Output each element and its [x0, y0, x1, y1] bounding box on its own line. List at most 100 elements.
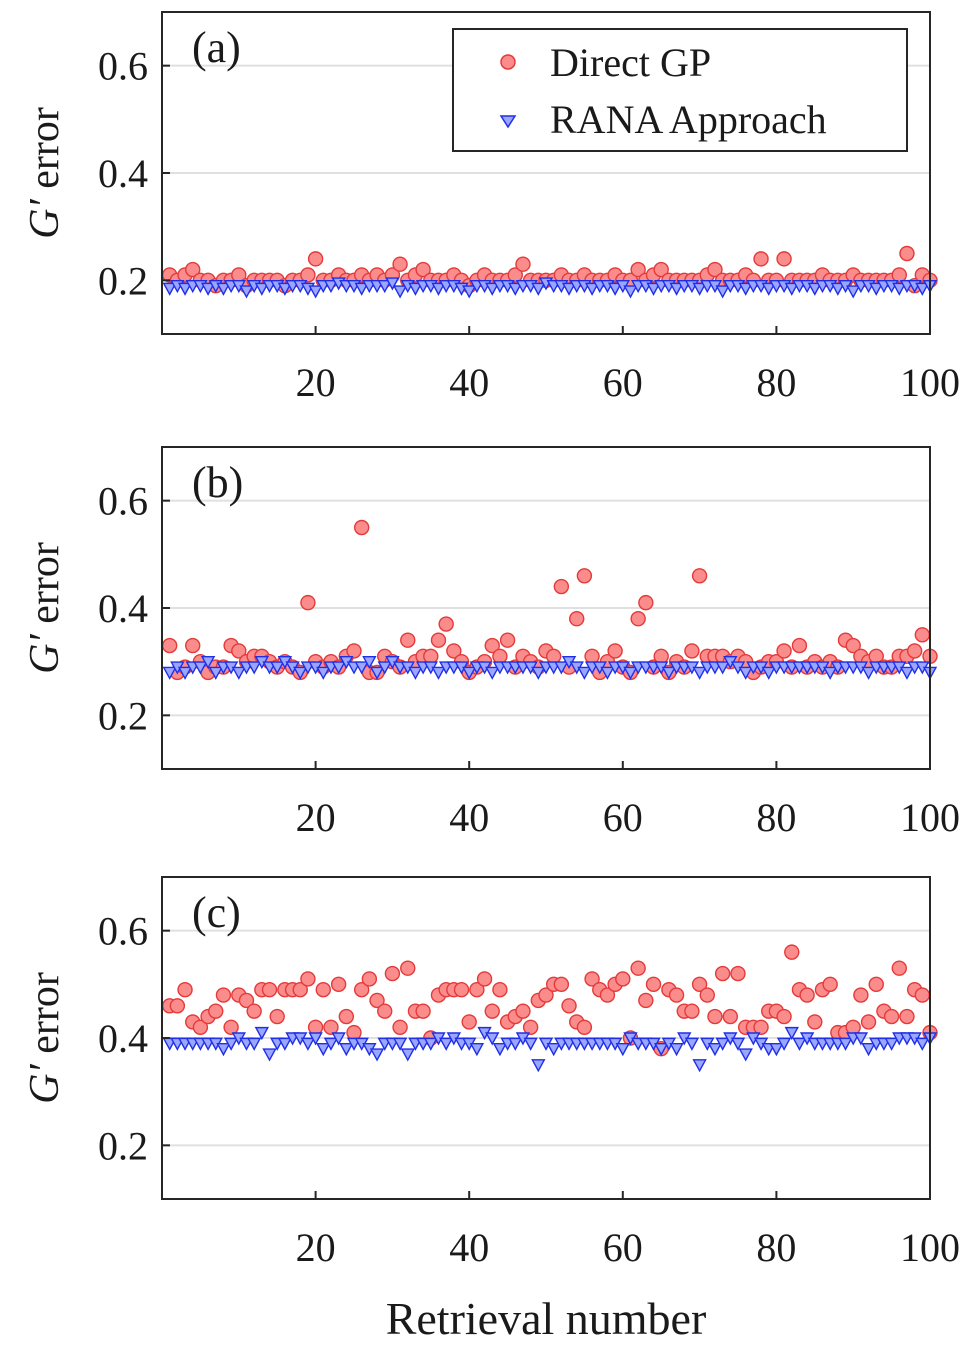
direct-gp-point-c — [853, 987, 869, 1003]
rana-point-b — [600, 666, 615, 680]
rana-point-a — [869, 282, 884, 296]
direct-gp-point-b — [161, 637, 178, 654]
rana-point-a — [738, 282, 753, 296]
direct-gp-point-b — [845, 637, 861, 654]
panel-c: 20 40 60 80 100 0.2 0.4 0.6 G′ error (c) — [22, 876, 960, 1270]
direct-gp-point-c — [307, 1019, 324, 1035]
rana-point-a — [761, 282, 776, 296]
rana-point-c — [369, 1048, 385, 1062]
rana-point-a — [623, 285, 638, 299]
rana-point-a — [607, 282, 623, 296]
direct-gp-point-c — [323, 1019, 339, 1035]
direct-gp-point-b — [576, 568, 593, 584]
rana-point-a — [531, 282, 546, 296]
rana-point-c — [730, 1037, 746, 1051]
direct-gp-point-c — [238, 992, 255, 1009]
x-tick-label-c: 80 — [756, 1225, 796, 1270]
x-tick-label-a: 40 — [449, 360, 489, 405]
y-tick-label-b: 0.4 — [98, 586, 148, 631]
direct-gp-point-b — [569, 611, 585, 627]
direct-gp-point-c — [522, 1019, 539, 1035]
direct-gp-point-b — [691, 568, 708, 584]
direct-gp-point-b — [553, 578, 570, 595]
direct-gp-point-c — [215, 987, 232, 1003]
rana-point-c — [331, 1032, 346, 1046]
rana-point-c — [915, 1037, 930, 1051]
y-tick-label-c: 0.2 — [98, 1123, 148, 1168]
x-tick-label-b: 60 — [603, 795, 643, 840]
direct-gp-point-a — [630, 261, 646, 278]
rana-point-b — [715, 661, 730, 675]
rana-point-c — [485, 1032, 500, 1046]
rana-point-a — [485, 282, 500, 296]
direct-gp-point-c — [753, 1019, 769, 1035]
direct-gp-point-c — [776, 1008, 792, 1025]
direct-gp-point-c — [292, 982, 308, 998]
direct-gp-point-b — [353, 519, 370, 536]
direct-gp-point-c — [400, 960, 416, 976]
rana-point-c — [838, 1037, 853, 1051]
direct-gp-point-b — [914, 627, 931, 643]
y-tick-label-a: 0.4 — [98, 151, 148, 196]
rana-point-c — [323, 1037, 339, 1051]
direct-gp-point-b — [346, 643, 362, 659]
rana-point-a — [715, 285, 730, 299]
rana-point-b — [331, 661, 346, 675]
x-tick-label-b: 40 — [449, 795, 489, 840]
direct-gp-point-a — [776, 251, 792, 267]
rana-point-b — [577, 666, 592, 680]
direct-gp-point-c — [392, 1019, 408, 1035]
legend-rana-marker — [499, 115, 517, 129]
panel-label-a: (a) — [192, 23, 241, 72]
x-tick-label-a: 60 — [603, 360, 643, 405]
rana-point-c — [654, 1043, 669, 1057]
rana-point-c — [277, 1037, 293, 1051]
rana-point-c — [853, 1032, 869, 1046]
direct-gp-point-c — [722, 1008, 739, 1025]
direct-gp-point-c — [469, 982, 485, 998]
direct-gp-point-b — [400, 632, 416, 648]
direct-gp-point-b — [545, 648, 562, 664]
rana-point-c — [438, 1037, 454, 1051]
rana-point-c — [262, 1048, 277, 1062]
rana-point-a — [308, 285, 323, 299]
direct-gp-point-c — [384, 965, 401, 982]
direct-gp-point-b — [584, 648, 600, 664]
rana-point-b — [531, 666, 546, 680]
direct-gp-point-a — [300, 267, 316, 283]
rana-point-b — [738, 666, 753, 680]
y-tick-label-c: 0.4 — [98, 1016, 148, 1061]
y-tick-label-a: 0.2 — [98, 258, 148, 303]
y-tick-label-c: 0.6 — [98, 909, 148, 954]
direct-gp-point-a — [891, 267, 907, 283]
legend-direct-label: Direct GP — [550, 40, 711, 85]
rana-point-a — [354, 282, 369, 296]
x-tick-label-c: 20 — [296, 1225, 336, 1270]
rana-point-a — [915, 282, 930, 296]
direct-gp-point-c — [315, 982, 331, 998]
rana-point-a — [561, 282, 577, 296]
direct-gp-point-c — [868, 976, 884, 993]
rana-point-b — [861, 666, 876, 680]
direct-gp-point-a — [415, 261, 431, 278]
rana-point-c — [784, 1026, 799, 1041]
rana-point-a — [277, 282, 293, 296]
direct-gp-point-a — [515, 256, 531, 272]
y-tick-label-b: 0.6 — [98, 479, 148, 524]
direct-gp-point-a — [307, 251, 324, 267]
rana-point-c — [669, 1043, 684, 1057]
legend: Direct GP RANA Approach — [452, 28, 908, 152]
rana-point-c — [392, 1037, 408, 1051]
direct-gp-point-c — [484, 1003, 500, 1019]
x-tick-label-c: 100 — [900, 1225, 960, 1270]
rana-point-c — [615, 1043, 630, 1057]
direct-gp-point-c — [369, 992, 385, 1009]
rana-point-a — [646, 282, 661, 296]
rana-point-c — [707, 1043, 723, 1057]
rana-point-c — [339, 1043, 354, 1057]
y-axis-label-c: G′ error — [22, 972, 68, 1104]
direct-gp-point-b — [906, 643, 923, 659]
direct-gp-point-c — [638, 992, 654, 1009]
direct-gp-point-b — [607, 643, 623, 659]
rana-point-a — [784, 282, 799, 296]
